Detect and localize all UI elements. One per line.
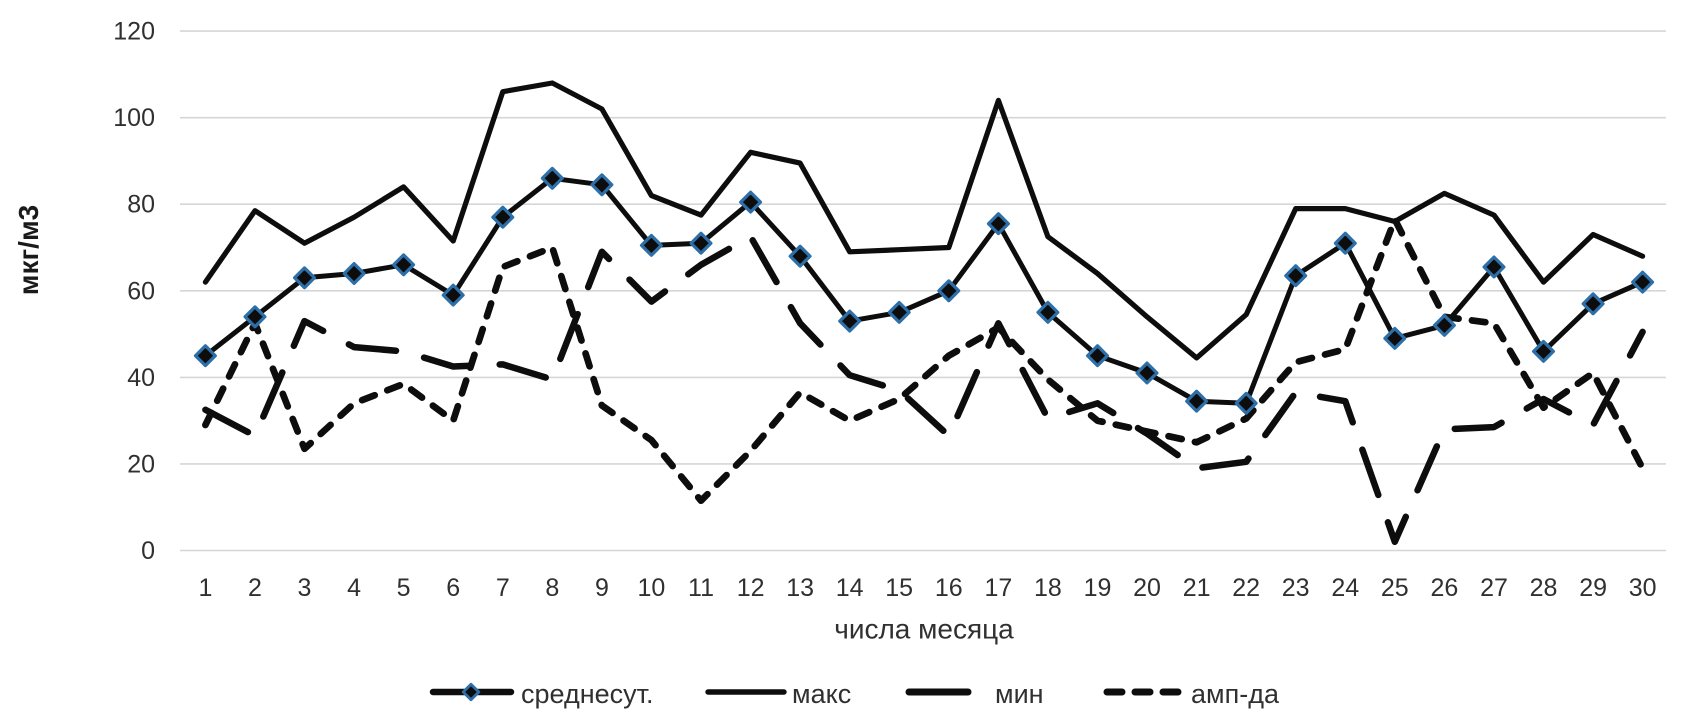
svg-text:16: 16	[935, 574, 963, 602]
svg-text:числа месяца: числа месяца	[834, 614, 1014, 645]
svg-text:18: 18	[1034, 574, 1062, 602]
svg-text:40: 40	[127, 364, 155, 392]
svg-text:21: 21	[1183, 574, 1211, 602]
svg-text:7: 7	[496, 574, 510, 602]
svg-text:3: 3	[298, 574, 312, 602]
svg-text:17: 17	[984, 574, 1012, 602]
svg-text:100: 100	[113, 104, 155, 132]
svg-text:80: 80	[127, 191, 155, 219]
svg-text:8: 8	[545, 574, 559, 602]
svg-text:26: 26	[1430, 574, 1458, 602]
svg-text:5: 5	[397, 574, 411, 602]
svg-text:19: 19	[1084, 574, 1112, 602]
svg-text:120: 120	[113, 18, 155, 46]
svg-text:13: 13	[786, 574, 814, 602]
svg-text:27: 27	[1480, 574, 1508, 602]
svg-text:22: 22	[1232, 574, 1260, 602]
svg-text:28: 28	[1530, 574, 1558, 602]
svg-text:30: 30	[1629, 574, 1657, 602]
svg-text:2: 2	[248, 574, 262, 602]
svg-text:60: 60	[127, 277, 155, 305]
svg-text:среднесут.: среднесут.	[521, 679, 654, 709]
svg-text:20: 20	[127, 450, 155, 478]
svg-text:24: 24	[1331, 574, 1359, 602]
svg-text:10: 10	[637, 574, 665, 602]
svg-text:23: 23	[1282, 574, 1310, 602]
svg-text:11: 11	[688, 574, 714, 602]
svg-text:14: 14	[836, 574, 864, 602]
svg-text:12: 12	[737, 574, 765, 602]
svg-text:0: 0	[141, 537, 155, 565]
svg-text:макс: макс	[792, 679, 851, 709]
svg-text:4: 4	[347, 574, 361, 602]
svg-text:20: 20	[1133, 574, 1161, 602]
svg-text:6: 6	[446, 574, 460, 602]
svg-text:29: 29	[1579, 574, 1607, 602]
svg-text:1: 1	[198, 574, 212, 602]
svg-text:мкг/м3: мкг/м3	[13, 205, 44, 295]
svg-text:9: 9	[595, 574, 609, 602]
svg-text:мин: мин	[995, 679, 1044, 709]
svg-text:25: 25	[1381, 574, 1409, 602]
svg-text:амп-да: амп-да	[1191, 679, 1280, 709]
svg-text:15: 15	[885, 574, 913, 602]
